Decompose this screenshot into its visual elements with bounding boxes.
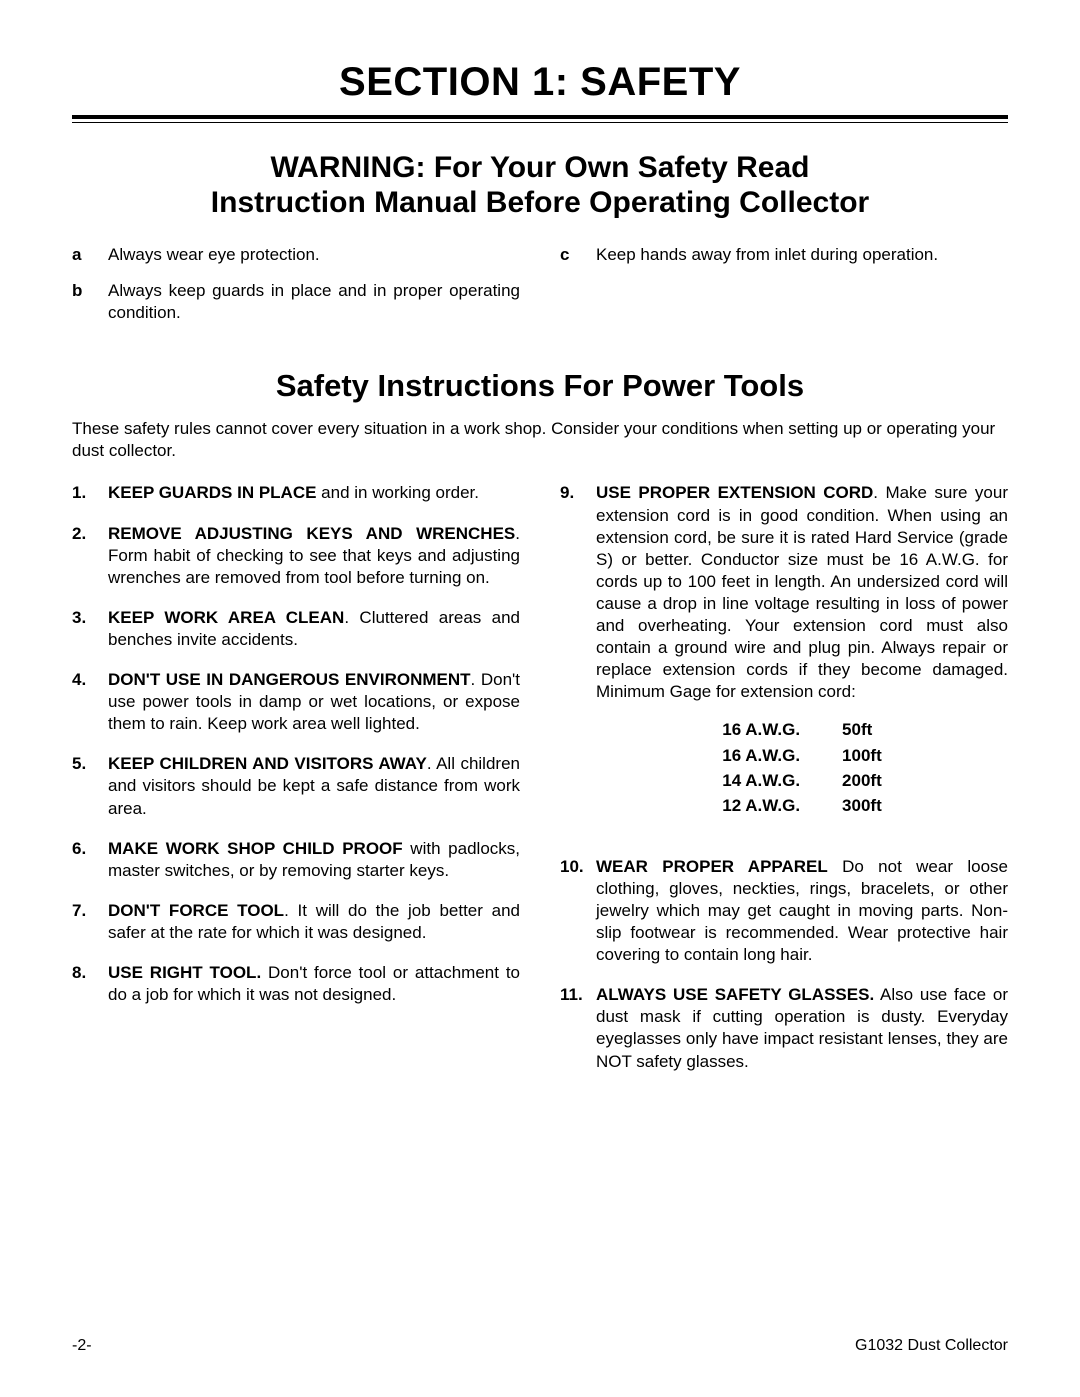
footer-product: G1032 Dust Collector <box>855 1337 1008 1355</box>
warning-line-2: Instruction Manual Before Operating Coll… <box>72 186 1008 221</box>
letter-item: c Keep hands away from inlet during oper… <box>560 244 1008 266</box>
table-row: 12 A.W.G.300ft <box>702 795 901 818</box>
rule-number: 9. <box>560 482 586 837</box>
gage-length: 50ft <box>822 719 902 742</box>
rule-item: 8. USE RIGHT TOOL. Don't force tool or a… <box>72 962 520 1006</box>
rule-item: 4. DON'T USE IN DANGEROUS ENVIRONMENT. D… <box>72 669 520 735</box>
gage-awg: 16 A.W.G. <box>702 719 820 742</box>
rule-lead: ALWAYS USE SAFETY GLASSES. <box>596 985 874 1004</box>
intro-paragraph: These safety rules cannot cover every si… <box>72 418 1008 462</box>
letter-item: b Always keep guards in place and in pro… <box>72 280 520 324</box>
rule-number: 3. <box>72 607 98 651</box>
table-row: 16 A.W.G.50ft <box>702 719 901 742</box>
letter-col-right: c Keep hands away from inlet during oper… <box>560 244 1008 338</box>
rule-item: 9. USE PROPER EXTENSION CORD. Make sure … <box>560 482 1008 837</box>
rule-item: 2. REMOVE ADJUSTING KEYS AND WRENCHES. F… <box>72 523 520 589</box>
rule-body: KEEP CHILDREN AND VISITORS AWAY. All chi… <box>108 753 520 819</box>
rule-rest: . Make sure your extension cord is in go… <box>596 483 1008 701</box>
rule-lead: DON'T FORCE TOOL <box>108 901 284 920</box>
rule-number: 11. <box>560 984 586 1072</box>
rule-body: REMOVE ADJUSTING KEYS AND WRENCHES. Form… <box>108 523 520 589</box>
rule-item: 3. KEEP WORK AREA CLEAN. Cluttered areas… <box>72 607 520 651</box>
divider-thick <box>72 115 1008 119</box>
gage-table: 16 A.W.G.50ft 16 A.W.G.100ft 14 A.W.G.20… <box>700 717 903 819</box>
rule-lead: MAKE WORK SHOP CHILD PROOF <box>108 839 403 858</box>
table-row: 16 A.W.G.100ft <box>702 745 901 768</box>
rule-body: DON'T USE IN DANGEROUS ENVIRONMENT. Don'… <box>108 669 520 735</box>
rule-item: 7. DON'T FORCE TOOL. It will do the job … <box>72 900 520 944</box>
rules-list-right: 9. USE PROPER EXTENSION CORD. Make sure … <box>560 482 1008 1072</box>
rule-body: WEAR PROPER APPAREL Do not wear loose cl… <box>596 856 1008 966</box>
rules-col-left: 1. KEEP GUARDS IN PLACE and in working o… <box>72 482 520 1090</box>
rule-body: MAKE WORK SHOP CHILD PROOF with padlocks… <box>108 838 520 882</box>
gage-length: 200ft <box>822 770 902 793</box>
rule-lead: KEEP CHILDREN AND VISITORS AWAY <box>108 754 427 773</box>
rule-lead: KEEP GUARDS IN PLACE <box>108 483 316 502</box>
rule-number: 1. <box>72 482 98 504</box>
letter-marker: b <box>72 280 90 324</box>
rule-lead: REMOVE ADJUSTING KEYS AND WRENCHES <box>108 524 515 543</box>
letter-item: a Always wear eye protection. <box>72 244 520 266</box>
rule-body: USE RIGHT TOOL. Don't force tool or atta… <box>108 962 520 1006</box>
rule-number: 6. <box>72 838 98 882</box>
gage-length: 100ft <box>822 745 902 768</box>
sub-title: Safety Instructions For Power Tools <box>72 368 1008 404</box>
letter-text: Always wear eye protection. <box>108 244 320 266</box>
rule-body: USE PROPER EXTENSION CORD. Make sure you… <box>596 482 1008 837</box>
rule-rest: and in working order. <box>316 483 479 502</box>
rule-number: 5. <box>72 753 98 819</box>
divider-thin <box>72 122 1008 123</box>
warning-line-1: WARNING: For Your Own Safety Read <box>72 151 1008 186</box>
rule-body: KEEP WORK AREA CLEAN. Cluttered areas an… <box>108 607 520 651</box>
gage-awg: 12 A.W.G. <box>702 795 820 818</box>
section-title: SECTION 1: SAFETY <box>72 60 1008 105</box>
table-row: 14 A.W.G.200ft <box>702 770 901 793</box>
letter-col-left: a Always wear eye protection. b Always k… <box>72 244 520 338</box>
rule-body: KEEP GUARDS IN PLACE and in working orde… <box>108 482 520 504</box>
manual-page: SECTION 1: SAFETY WARNING: For Your Own … <box>0 0 1080 1397</box>
rule-number: 8. <box>72 962 98 1006</box>
gage-length: 300ft <box>822 795 902 818</box>
rule-number: 4. <box>72 669 98 735</box>
rule-body: ALWAYS USE SAFETY GLASSES. Also use face… <box>596 984 1008 1072</box>
rule-number: 10. <box>560 856 586 966</box>
rule-body: DON'T FORCE TOOL. It will do the job bet… <box>108 900 520 944</box>
letter-text: Always keep guards in place and in prope… <box>108 280 520 324</box>
rule-lead: KEEP WORK AREA CLEAN <box>108 608 344 627</box>
rules-list-left: 1. KEEP GUARDS IN PLACE and in working o… <box>72 482 520 1006</box>
letter-list-left: a Always wear eye protection. b Always k… <box>72 244 520 324</box>
rule-item: 11. ALWAYS USE SAFETY GLASSES. Also use … <box>560 984 1008 1072</box>
letter-marker: a <box>72 244 90 266</box>
letter-marker: c <box>560 244 578 266</box>
footer-page-number: -2- <box>72 1337 92 1355</box>
letter-list-columns: a Always wear eye protection. b Always k… <box>72 244 1008 338</box>
rules-col-right: 9. USE PROPER EXTENSION CORD. Make sure … <box>560 482 1008 1090</box>
rule-lead: WEAR PROPER APPAREL <box>596 857 828 876</box>
rule-number: 7. <box>72 900 98 944</box>
gage-awg: 16 A.W.G. <box>702 745 820 768</box>
page-footer: -2- G1032 Dust Collector <box>72 1337 1008 1355</box>
rule-item: 10. WEAR PROPER APPAREL Do not wear loos… <box>560 856 1008 966</box>
rule-lead: USE RIGHT TOOL. <box>108 963 261 982</box>
rule-item: 6. MAKE WORK SHOP CHILD PROOF with padlo… <box>72 838 520 882</box>
letter-text: Keep hands away from inlet during operat… <box>596 244 938 266</box>
gage-awg: 14 A.W.G. <box>702 770 820 793</box>
rule-lead: DON'T USE IN DANGEROUS ENVIRONMENT <box>108 670 471 689</box>
rule-item: 1. KEEP GUARDS IN PLACE and in working o… <box>72 482 520 504</box>
rule-number: 2. <box>72 523 98 589</box>
rule-lead: USE PROPER EXTENSION CORD <box>596 483 873 502</box>
rules-columns: 1. KEEP GUARDS IN PLACE and in working o… <box>72 482 1008 1090</box>
warning-heading: WARNING: For Your Own Safety Read Instru… <box>72 151 1008 220</box>
rule-item: 5. KEEP CHILDREN AND VISITORS AWAY. All … <box>72 753 520 819</box>
letter-list-right: c Keep hands away from inlet during oper… <box>560 244 1008 266</box>
